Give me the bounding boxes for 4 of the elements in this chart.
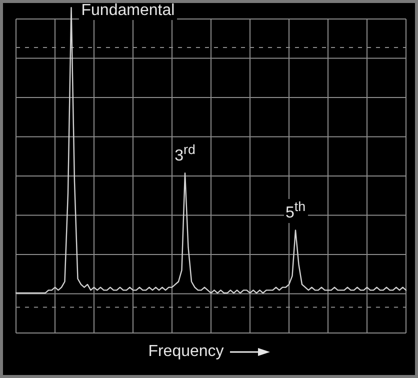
- x-axis-title: Frequency: [148, 343, 224, 361]
- annotation: 5$^{th}$: [283, 199, 308, 223]
- annotation: 3$^{rd}$: [172, 142, 198, 166]
- annotation: Fundamental: [79, 2, 177, 20]
